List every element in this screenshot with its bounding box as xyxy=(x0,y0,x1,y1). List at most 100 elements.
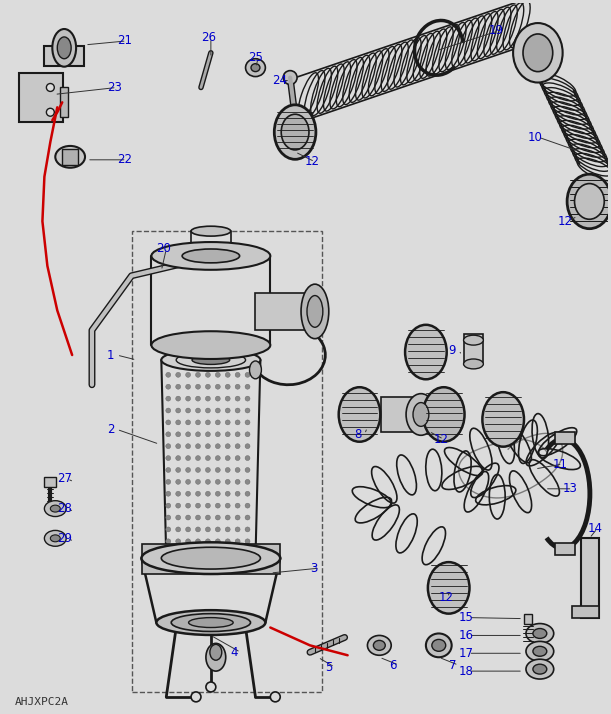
Circle shape xyxy=(176,396,181,401)
Circle shape xyxy=(186,539,191,544)
Circle shape xyxy=(196,456,200,461)
Circle shape xyxy=(186,443,191,448)
Ellipse shape xyxy=(526,659,554,679)
Ellipse shape xyxy=(171,613,251,631)
Circle shape xyxy=(205,443,210,448)
Circle shape xyxy=(176,491,181,496)
Circle shape xyxy=(46,84,54,91)
Circle shape xyxy=(215,515,221,520)
Circle shape xyxy=(245,384,250,389)
Ellipse shape xyxy=(281,114,309,150)
Circle shape xyxy=(176,408,181,413)
Circle shape xyxy=(235,456,240,461)
Circle shape xyxy=(166,468,170,473)
Ellipse shape xyxy=(423,387,464,442)
Text: 21: 21 xyxy=(117,34,132,47)
Ellipse shape xyxy=(533,628,547,638)
Circle shape xyxy=(225,384,230,389)
Circle shape xyxy=(235,373,240,377)
Circle shape xyxy=(176,443,181,448)
Circle shape xyxy=(191,692,201,702)
Ellipse shape xyxy=(152,331,270,359)
Ellipse shape xyxy=(567,174,611,228)
Ellipse shape xyxy=(161,547,260,569)
Ellipse shape xyxy=(206,643,225,671)
Circle shape xyxy=(245,479,250,484)
Circle shape xyxy=(166,491,170,496)
Text: 28: 28 xyxy=(57,502,72,515)
Circle shape xyxy=(205,420,210,425)
Bar xyxy=(255,293,315,331)
Circle shape xyxy=(166,515,170,520)
Circle shape xyxy=(225,503,230,508)
Ellipse shape xyxy=(432,640,445,651)
Circle shape xyxy=(196,373,200,377)
Circle shape xyxy=(225,443,230,448)
Circle shape xyxy=(235,396,240,401)
Circle shape xyxy=(245,443,250,448)
Text: 29: 29 xyxy=(57,532,72,545)
Circle shape xyxy=(186,468,191,473)
Text: 26: 26 xyxy=(201,31,216,44)
Circle shape xyxy=(215,491,221,496)
Ellipse shape xyxy=(50,535,60,542)
Text: 13: 13 xyxy=(563,482,577,496)
Circle shape xyxy=(166,408,170,413)
Circle shape xyxy=(235,384,240,389)
Text: AHJXPC2A: AHJXPC2A xyxy=(15,697,68,707)
Bar xyxy=(464,334,483,362)
Circle shape xyxy=(225,420,230,425)
Circle shape xyxy=(176,468,181,473)
Circle shape xyxy=(166,384,170,389)
Circle shape xyxy=(186,384,191,389)
Text: 7: 7 xyxy=(448,659,456,672)
Circle shape xyxy=(235,432,240,437)
Circle shape xyxy=(245,456,250,461)
Ellipse shape xyxy=(57,37,71,59)
Circle shape xyxy=(46,109,54,116)
Circle shape xyxy=(196,503,200,508)
Bar xyxy=(131,231,322,692)
Text: 15: 15 xyxy=(459,611,474,624)
Text: 8: 8 xyxy=(354,428,362,441)
Circle shape xyxy=(205,432,210,437)
Circle shape xyxy=(245,539,250,544)
Text: 18: 18 xyxy=(459,665,474,678)
Text: 11: 11 xyxy=(553,458,568,471)
Circle shape xyxy=(166,539,170,544)
Circle shape xyxy=(245,373,250,377)
Circle shape xyxy=(225,539,230,544)
Text: 4: 4 xyxy=(231,645,238,659)
Text: 12: 12 xyxy=(305,155,320,169)
Circle shape xyxy=(225,408,230,413)
Text: 12: 12 xyxy=(434,433,449,446)
Circle shape xyxy=(215,396,221,401)
Circle shape xyxy=(225,456,230,461)
Circle shape xyxy=(245,491,250,496)
Circle shape xyxy=(186,527,191,532)
Bar xyxy=(18,73,63,122)
Circle shape xyxy=(215,373,221,377)
Circle shape xyxy=(235,527,240,532)
Ellipse shape xyxy=(338,387,380,442)
Circle shape xyxy=(205,515,210,520)
Ellipse shape xyxy=(413,403,429,426)
Text: 16: 16 xyxy=(459,629,474,642)
Circle shape xyxy=(270,692,280,702)
Ellipse shape xyxy=(182,249,240,263)
Circle shape xyxy=(245,396,250,401)
Circle shape xyxy=(196,515,200,520)
Circle shape xyxy=(196,384,200,389)
Ellipse shape xyxy=(367,635,391,655)
Bar xyxy=(555,432,574,444)
Circle shape xyxy=(166,443,170,448)
Circle shape xyxy=(186,503,191,508)
Ellipse shape xyxy=(251,64,260,71)
Ellipse shape xyxy=(152,242,270,270)
Circle shape xyxy=(245,527,250,532)
Text: 2: 2 xyxy=(107,423,114,436)
Circle shape xyxy=(235,468,240,473)
Text: 20: 20 xyxy=(156,243,171,256)
Ellipse shape xyxy=(426,633,452,658)
Circle shape xyxy=(205,479,210,484)
